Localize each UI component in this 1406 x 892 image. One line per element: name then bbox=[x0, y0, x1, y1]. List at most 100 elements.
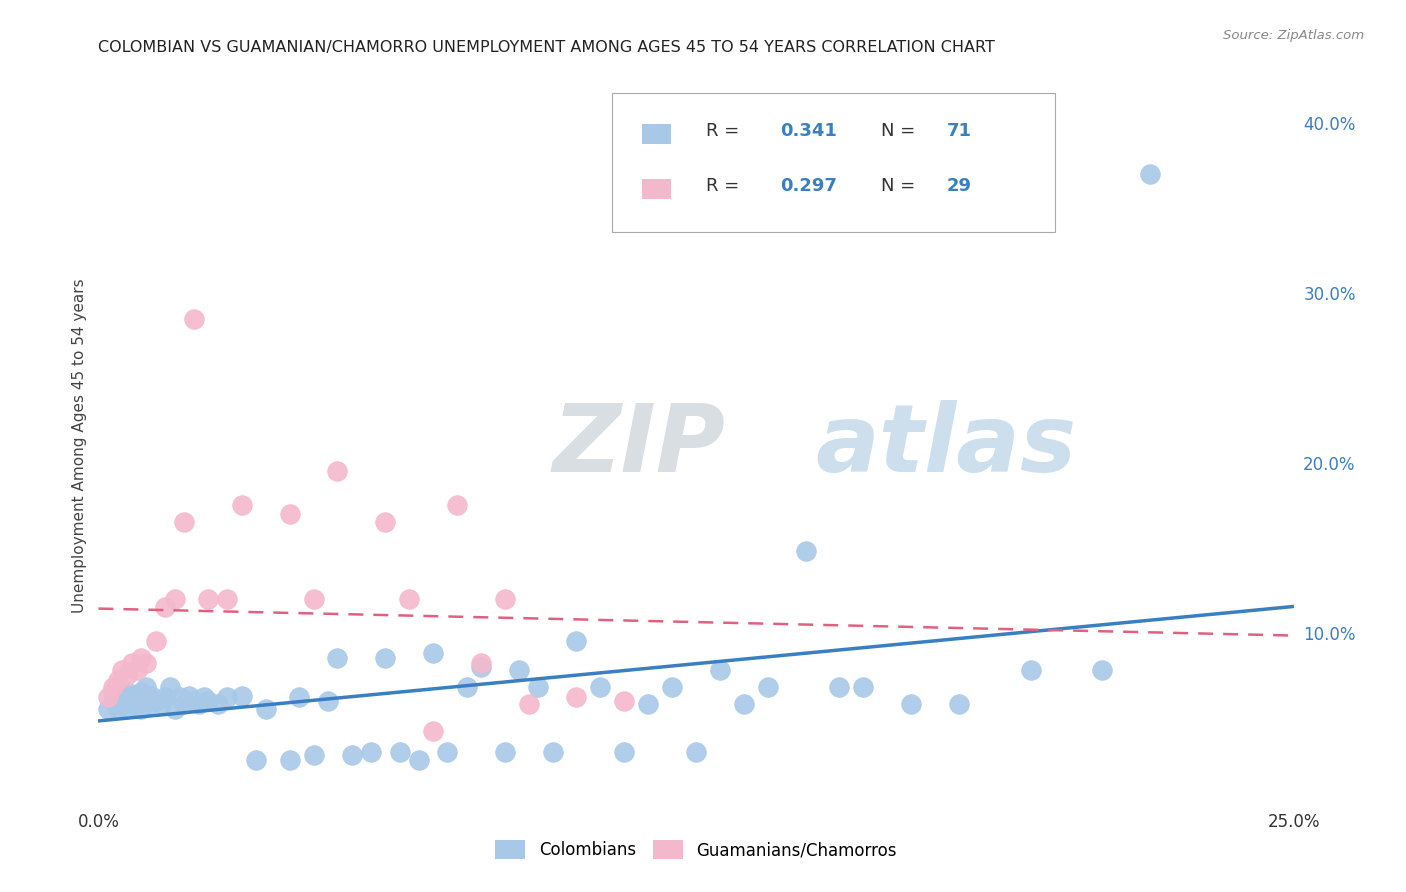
Point bbox=[565, 690, 588, 705]
Point bbox=[131, 651, 153, 665]
Point bbox=[494, 591, 516, 606]
Point bbox=[828, 680, 851, 694]
Point bbox=[661, 680, 683, 694]
Point bbox=[470, 657, 492, 671]
Point bbox=[422, 646, 444, 660]
Point bbox=[121, 698, 143, 712]
Point bbox=[948, 698, 970, 712]
Text: R =: R = bbox=[706, 178, 745, 195]
Point bbox=[470, 660, 492, 674]
Bar bbox=[643, 179, 671, 199]
Text: 0.341: 0.341 bbox=[780, 122, 837, 140]
Point bbox=[125, 694, 148, 708]
Point bbox=[97, 690, 120, 705]
Point bbox=[135, 680, 157, 694]
Point bbox=[326, 651, 349, 665]
Point bbox=[733, 698, 755, 712]
Point bbox=[900, 698, 922, 712]
Point bbox=[197, 591, 219, 606]
Point bbox=[302, 748, 325, 763]
Point bbox=[101, 694, 124, 708]
Point bbox=[155, 690, 177, 705]
Point bbox=[360, 745, 382, 759]
Point bbox=[794, 544, 817, 558]
Point bbox=[589, 680, 612, 694]
Point bbox=[121, 689, 143, 703]
Point bbox=[155, 600, 177, 615]
Point bbox=[111, 698, 134, 712]
Point bbox=[139, 698, 162, 712]
Point bbox=[316, 694, 339, 708]
Point bbox=[187, 698, 209, 712]
Point bbox=[408, 753, 430, 767]
Point bbox=[131, 685, 153, 699]
Point bbox=[101, 685, 124, 699]
Point bbox=[1139, 167, 1161, 181]
Point bbox=[163, 702, 186, 716]
Point bbox=[135, 657, 157, 671]
Point bbox=[278, 753, 301, 767]
Point bbox=[494, 745, 516, 759]
Point bbox=[197, 694, 219, 708]
Point bbox=[135, 690, 157, 705]
Point bbox=[101, 680, 124, 694]
Point bbox=[456, 680, 478, 694]
Point bbox=[388, 745, 411, 759]
Text: 0.297: 0.297 bbox=[780, 178, 837, 195]
Text: atlas: atlas bbox=[815, 400, 1077, 492]
Point bbox=[183, 311, 205, 326]
Point bbox=[374, 651, 396, 665]
Point bbox=[398, 591, 420, 606]
Point bbox=[115, 668, 138, 682]
Text: N =: N = bbox=[882, 122, 921, 140]
Text: N =: N = bbox=[882, 178, 921, 195]
Point bbox=[1091, 663, 1114, 677]
Point bbox=[288, 690, 311, 705]
Point bbox=[107, 673, 129, 688]
Text: ZIP: ZIP bbox=[553, 400, 725, 492]
Text: 71: 71 bbox=[948, 122, 972, 140]
Point bbox=[183, 694, 205, 708]
Point bbox=[436, 745, 458, 759]
Point bbox=[245, 753, 267, 767]
Point bbox=[231, 499, 253, 513]
Point bbox=[326, 465, 349, 479]
Point bbox=[340, 748, 363, 763]
Text: 29: 29 bbox=[948, 178, 972, 195]
Point bbox=[115, 685, 138, 699]
Point bbox=[217, 690, 239, 705]
Point bbox=[446, 499, 468, 513]
Bar bbox=[643, 124, 671, 145]
FancyBboxPatch shape bbox=[613, 93, 1054, 232]
Point bbox=[149, 698, 172, 712]
Point bbox=[163, 591, 186, 606]
Point bbox=[111, 663, 134, 677]
Y-axis label: Unemployment Among Ages 45 to 54 years: Unemployment Among Ages 45 to 54 years bbox=[72, 278, 87, 614]
Point bbox=[613, 694, 636, 708]
Point bbox=[685, 745, 707, 759]
Point bbox=[115, 702, 138, 716]
Text: R =: R = bbox=[706, 122, 745, 140]
Point bbox=[709, 663, 731, 677]
Point bbox=[1019, 663, 1042, 677]
Point bbox=[302, 591, 325, 606]
Point bbox=[254, 702, 277, 716]
Point bbox=[231, 689, 253, 703]
Point bbox=[159, 680, 181, 694]
Point bbox=[852, 680, 875, 694]
Point bbox=[278, 507, 301, 521]
Point bbox=[139, 689, 162, 703]
Point bbox=[173, 516, 195, 530]
Point bbox=[508, 663, 530, 677]
Point bbox=[97, 702, 120, 716]
Point bbox=[111, 690, 134, 705]
Point bbox=[422, 724, 444, 739]
Point bbox=[107, 702, 129, 716]
Text: COLOMBIAN VS GUAMANIAN/CHAMORRO UNEMPLOYMENT AMONG AGES 45 TO 54 YEARS CORRELATI: COLOMBIAN VS GUAMANIAN/CHAMORRO UNEMPLOY… bbox=[98, 40, 995, 55]
Point bbox=[756, 680, 779, 694]
Point bbox=[374, 516, 396, 530]
Point bbox=[107, 680, 129, 694]
Point bbox=[145, 694, 167, 708]
Point bbox=[613, 745, 636, 759]
Point bbox=[207, 698, 229, 712]
